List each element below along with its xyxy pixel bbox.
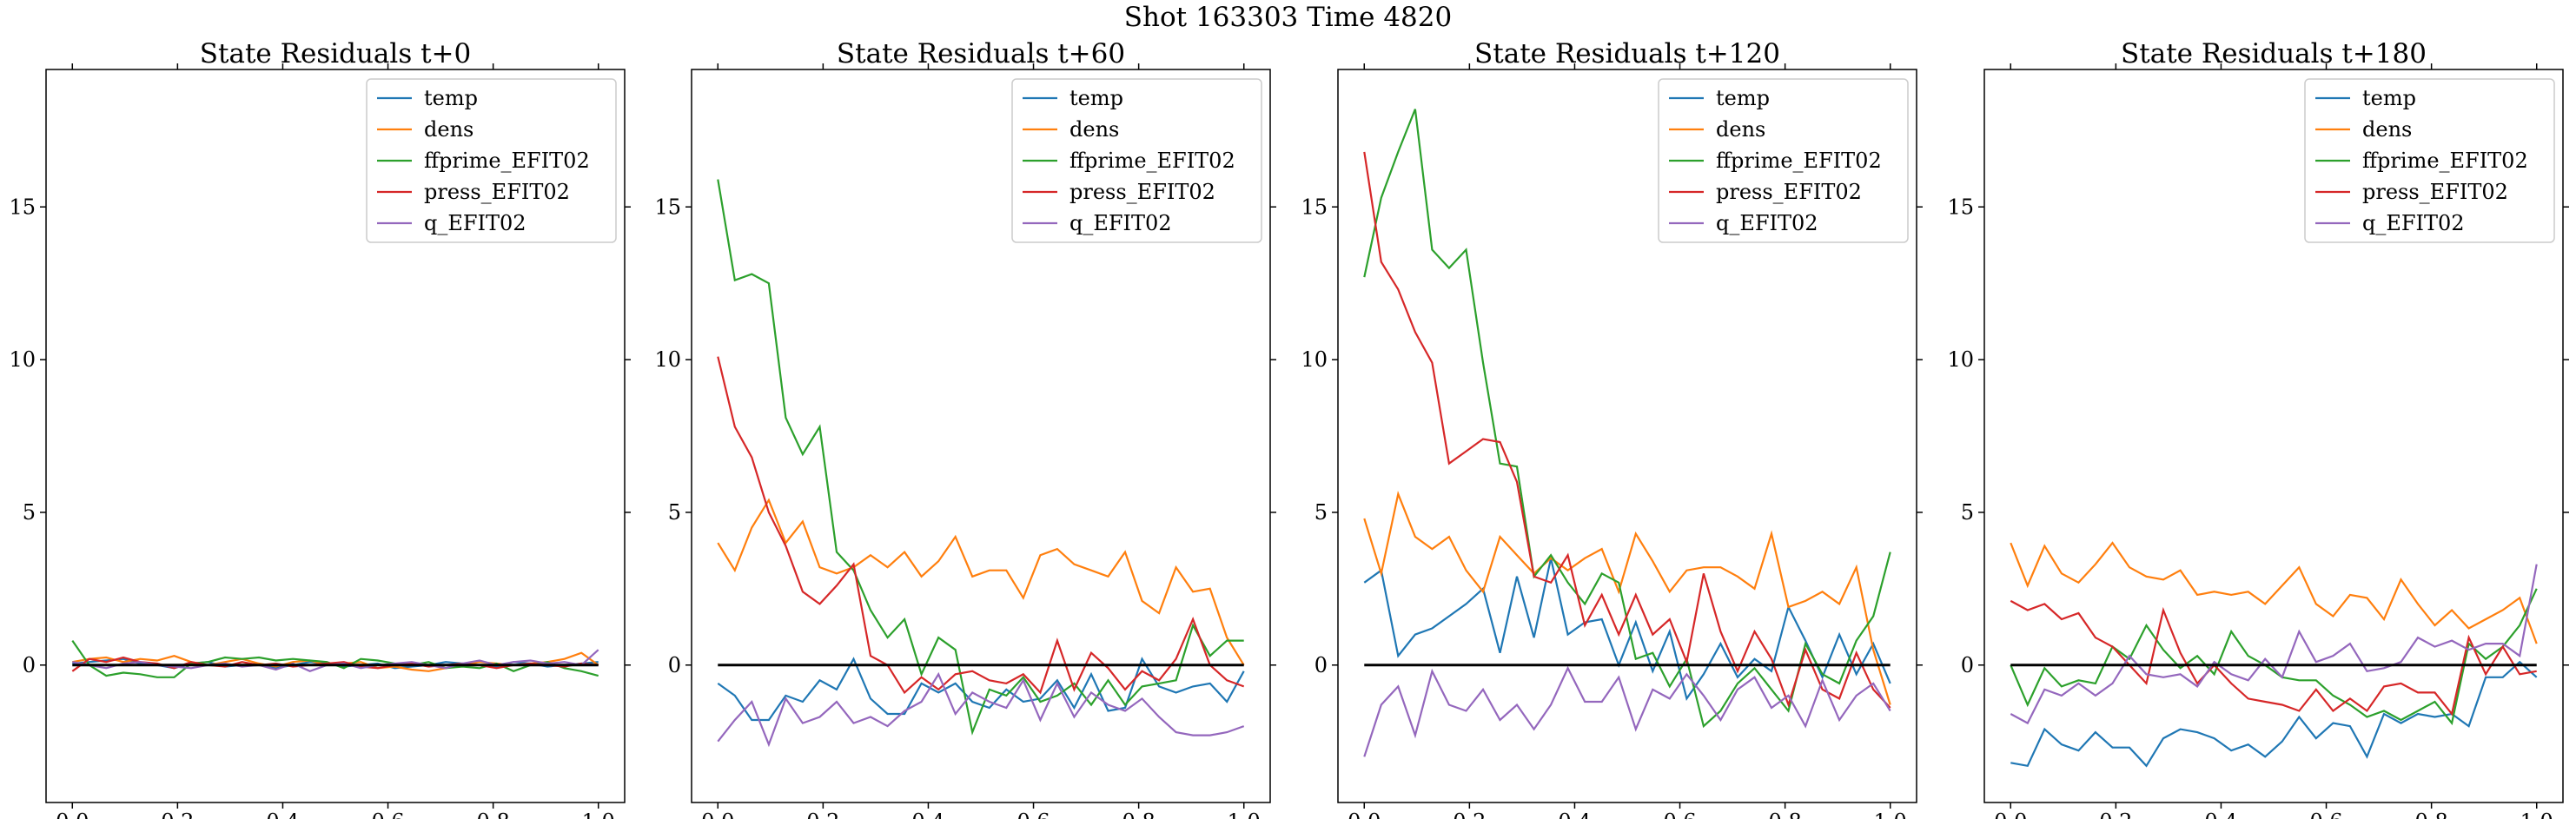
legend-label: ffprime_EFIT02: [2362, 149, 2528, 173]
legend-label: press_EFIT02: [1069, 180, 1215, 204]
series-line-press_EFIT02: [2010, 599, 2537, 717]
x-tick-label: 0.8: [1769, 809, 1802, 819]
legend-label: dens: [1069, 117, 1119, 142]
x-tick-label: 0.4: [2204, 809, 2237, 819]
x-tick-label: 0.2: [161, 809, 194, 819]
series-line-ffprime_EFIT02: [717, 179, 1244, 736]
x-tick-label: 0.0: [1348, 809, 1381, 819]
legend-label: press_EFIT02: [1716, 180, 1862, 204]
y-tick-label: 0: [1314, 653, 1328, 677]
legend-label: q_EFIT02: [1716, 211, 1818, 235]
panel-2: State Residuals t+60 0.0 0.2 0.4 0.6 0.8 1.0 0 5…: [654, 38, 1276, 819]
series-line-dens: [2010, 541, 2538, 644]
plot-frame: [1337, 69, 1917, 803]
legend-label: ffprime_EFIT02: [424, 149, 590, 173]
legend-label: temp: [1716, 86, 1770, 110]
panel-title: State Residuals t+120: [1474, 38, 1780, 69]
legend-box: [1011, 78, 1262, 243]
y-tick-label: 0: [1961, 653, 1974, 677]
y-tick-label: 15: [1301, 195, 1328, 219]
panel-1: State Residuals t+0 0.0 0.2 0.4 0.6 0.8 1.0 0 5 1…: [9, 38, 631, 819]
y-tick-label: 5: [1961, 500, 1974, 525]
y-tick-label: 10: [654, 347, 681, 372]
x-tick-label: 0.2: [806, 809, 839, 819]
series-line-press_EFIT02: [717, 356, 1245, 695]
y-tick-label: 10: [1301, 347, 1328, 372]
series-line-temp: [2010, 660, 2538, 768]
legend-label: temp: [1069, 86, 1123, 110]
x-tick-label: 0.4: [911, 809, 944, 819]
plot-frame: [1983, 69, 2564, 803]
legend-label: press_EFIT02: [2362, 180, 2508, 204]
x-tick-label: 0.2: [1453, 809, 1486, 819]
legend-label: q_EFIT02: [424, 211, 526, 235]
y-tick-label: 15: [654, 195, 681, 219]
y-tick-label: 10: [1947, 347, 1974, 372]
panel-3: State Residuals t+120 0.0 0.2 0.4 0.6 0.8 1.0 0…: [1301, 38, 1923, 819]
series-line-ffprime_EFIT02: [71, 639, 599, 678]
panel-4: State Residuals t+180 0.0 0.2 0.4 0.6 0.8 1.0 0…: [1947, 38, 2569, 819]
legend-box: [1658, 78, 1909, 243]
series-line-dens: [1363, 491, 1891, 705]
x-tick-label: 1.0: [1874, 809, 1907, 819]
y-tick-label: 15: [9, 195, 36, 219]
x-tick-label: 0.2: [2099, 809, 2132, 819]
legend-label: dens: [424, 117, 473, 142]
x-tick-label: 0.8: [2415, 809, 2448, 819]
x-tick-label: 1.0: [1228, 809, 1261, 819]
legend-label: q_EFIT02: [2362, 211, 2465, 235]
x-tick-label: 0.0: [56, 809, 89, 819]
panel-title: State Residuals t+180: [2121, 38, 2427, 69]
plot-frame: [691, 69, 1271, 803]
x-tick-label: 0.8: [477, 809, 510, 819]
y-tick-label: 5: [668, 500, 681, 525]
x-tick-label: 0.6: [371, 809, 404, 819]
x-tick-label: 0.4: [266, 809, 299, 819]
x-tick-label: 0.6: [1016, 809, 1050, 819]
y-tick-label: 0: [23, 653, 36, 677]
legend-label: ffprime_EFIT02: [1069, 149, 1235, 173]
series-line-q_EFIT02: [1363, 665, 1891, 757]
panel-title: State Residuals t+60: [837, 38, 1125, 69]
series-line-q_EFIT02: [2010, 564, 2538, 725]
legend-box: [366, 78, 617, 243]
series-line-dens: [717, 498, 1245, 666]
legend-label: dens: [2362, 117, 2412, 142]
legend-box: [2304, 78, 2555, 243]
legend-label: press_EFIT02: [424, 180, 570, 204]
figure-title: Shot 163303 Time 4820: [1123, 2, 1453, 33]
series-line-ffprime_EFIT02: [1363, 109, 1891, 729]
series-line-temp: [1363, 558, 1891, 702]
y-tick-label: 5: [23, 500, 36, 525]
panel-title: State Residuals t+0: [200, 38, 471, 69]
legend-label: temp: [424, 86, 478, 110]
x-tick-label: 1.0: [582, 809, 615, 819]
x-tick-label: 0.0: [701, 809, 734, 819]
legend-label: q_EFIT02: [1069, 211, 1172, 235]
y-tick-label: 15: [1947, 195, 1974, 219]
legend-label: dens: [1716, 117, 1765, 142]
plot-frame: [45, 69, 626, 803]
y-tick-label: 5: [1314, 500, 1328, 525]
legend-label: temp: [2362, 86, 2416, 110]
y-tick-label: 0: [668, 653, 681, 677]
x-tick-label: 0.6: [2309, 809, 2342, 819]
y-tick-label: 10: [9, 347, 36, 372]
series-line-q_EFIT02: [717, 671, 1245, 748]
x-tick-label: 0.4: [1558, 809, 1591, 819]
x-tick-label: 0.0: [1994, 809, 2027, 819]
series-line-temp: [717, 657, 1245, 722]
legend-label: ffprime_EFIT02: [1716, 149, 1882, 173]
x-tick-label: 1.0: [2520, 809, 2553, 819]
x-tick-label: 0.8: [1122, 809, 1156, 819]
x-tick-label: 0.6: [1663, 809, 1696, 819]
series-line-press_EFIT02: [1363, 151, 1891, 709]
series-line-ffprime_EFIT02: [2010, 588, 2538, 726]
